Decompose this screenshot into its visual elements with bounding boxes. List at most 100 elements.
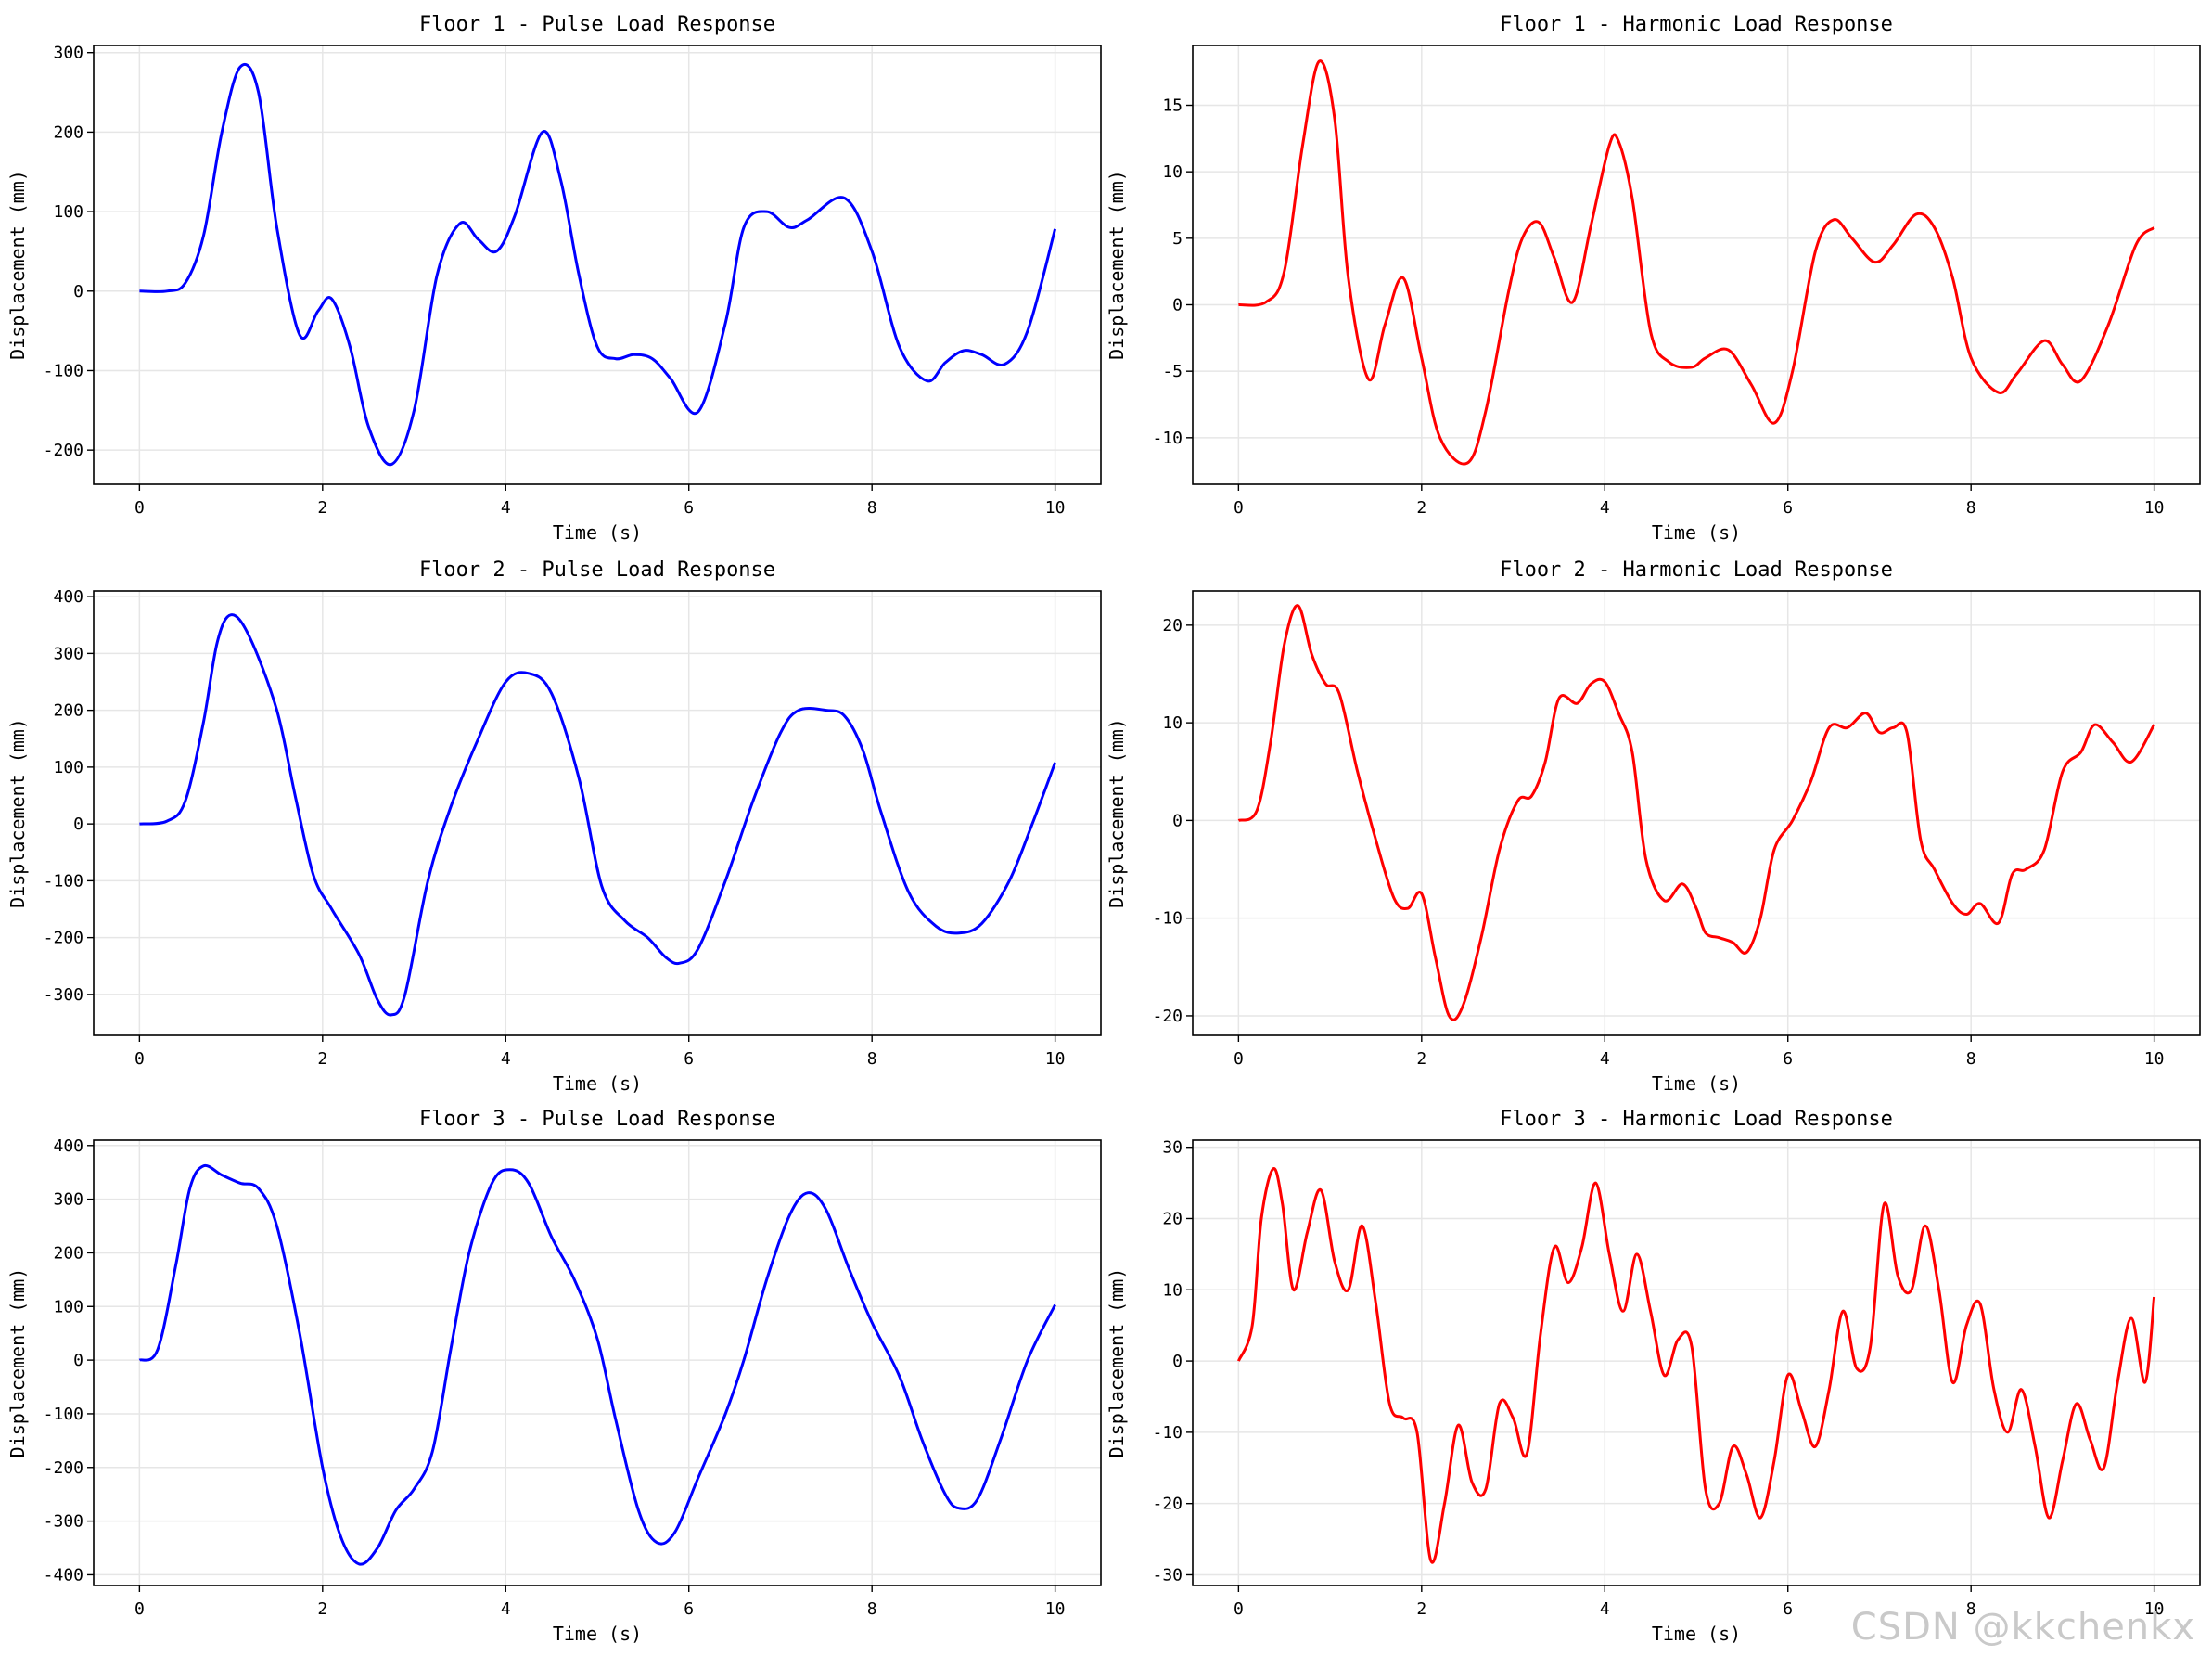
x-tick-label: 10	[1045, 498, 1066, 518]
y-tick-label: -10	[1152, 1423, 1183, 1443]
x-tick-label: 6	[684, 498, 694, 518]
y-tick-label: 10	[1162, 162, 1183, 182]
x-tick-label: 2	[1416, 1599, 1426, 1619]
y-tick-label: 100	[53, 1297, 83, 1316]
y-tick-label: -300	[44, 1512, 83, 1532]
x-tick-label: 8	[867, 1599, 877, 1619]
y-tick-label: 20	[1162, 1209, 1183, 1228]
x-tick-label: 4	[1600, 1049, 1610, 1069]
y-tick-label: 0	[73, 815, 83, 834]
y-axis-label: Displacement (mm)	[1106, 170, 1128, 360]
y-tick-label: -30	[1152, 1565, 1183, 1585]
y-axis-label: Displacement (mm)	[1106, 718, 1128, 908]
y-tick-label: 300	[53, 644, 83, 663]
series-line	[1238, 59, 2155, 466]
y-axis-label: Displacement (mm)	[6, 718, 29, 908]
y-tick-label: -100	[44, 871, 83, 891]
chart-title: Floor 3 - Harmonic Load Response	[1500, 1108, 1893, 1131]
x-tick-label: 4	[501, 498, 511, 518]
x-tick-label: 2	[317, 1049, 327, 1069]
x-axis-label: Time (s)	[1652, 1623, 1741, 1645]
chart-panel-2: 0 2 4 6 8 10 -10 -5 0 5 10 15 Floor 1 - Harmonic Loa…	[1106, 13, 2201, 544]
x-tick-label: 0	[134, 1599, 145, 1619]
y-tick-label: 100	[53, 758, 83, 777]
x-tick-label: 6	[1783, 498, 1793, 518]
x-tick-label: 2	[1416, 498, 1426, 518]
x-axis-label: Time (s)	[553, 1623, 642, 1645]
x-tick-label: 0	[1234, 1049, 1244, 1069]
y-tick-label: 300	[53, 44, 83, 63]
series-line	[139, 62, 1057, 467]
x-axis-label: Time (s)	[1652, 1072, 1741, 1095]
y-axis-label: Displacement (mm)	[6, 1268, 29, 1458]
y-tick-label: 10	[1162, 713, 1183, 733]
y-tick-label: -400	[44, 1565, 83, 1585]
x-tick-label: 6	[1783, 1599, 1793, 1619]
y-tick-label: 400	[53, 587, 83, 607]
x-tick-label: 0	[1234, 498, 1244, 518]
axes-frame	[1192, 1139, 2201, 1586]
x-tick-label: 10	[2144, 1049, 2165, 1069]
y-tick-label: 200	[53, 122, 83, 142]
y-tick-label: 0	[1172, 811, 1183, 830]
x-tick-label: 10	[1045, 1599, 1066, 1619]
x-tick-label: 8	[1966, 1049, 1976, 1069]
axes-frame	[1192, 590, 2201, 1036]
chart-panel-6: 0 2 4 6 8 10 -30 -20 -10 0 10 20 30 Floor 3 - Harmoni…	[1106, 1108, 2201, 1645]
y-tick-label: -200	[44, 1458, 83, 1478]
x-tick-label: 10	[2144, 498, 2165, 518]
axes-frame	[93, 1139, 1102, 1586]
x-tick-label: 2	[317, 498, 327, 518]
y-tick-label: -20	[1152, 1007, 1183, 1026]
x-axis-label: Time (s)	[1652, 521, 1741, 544]
chart-panel-3: 0 2 4 6 8 10 -300 -200 -100 0 100 200 300 400 Floor 2 …	[6, 558, 1102, 1095]
y-tick-label: -20	[1152, 1495, 1183, 1514]
watermark: CSDN @kkchenkx	[1850, 1606, 2195, 1649]
x-tick-label: 6	[684, 1599, 694, 1619]
y-tick-label: 0	[73, 282, 83, 302]
y-axis-label: Displacement (mm)	[1106, 1268, 1128, 1458]
y-tick-label: -10	[1152, 909, 1183, 929]
y-tick-label: -200	[44, 929, 83, 948]
y-tick-label: 200	[53, 701, 83, 721]
x-tick-label: 8	[867, 1049, 877, 1069]
x-axis-label: Time (s)	[553, 1072, 642, 1095]
x-tick-label: 10	[2144, 1599, 2165, 1619]
y-tick-label: 300	[53, 1190, 83, 1210]
chart-title: Floor 2 - Harmonic Load Response	[1500, 558, 1893, 582]
y-tick-label: -100	[44, 361, 83, 380]
x-tick-label: 4	[501, 1599, 511, 1619]
series-line	[139, 613, 1057, 1017]
x-tick-label: 4	[1600, 498, 1610, 518]
x-tick-label: 10	[1045, 1049, 1066, 1069]
chart-title: Floor 1 - Pulse Load Response	[419, 13, 775, 36]
x-tick-label: 6	[684, 1049, 694, 1069]
y-tick-label: -100	[44, 1405, 83, 1424]
y-tick-label: -10	[1152, 429, 1183, 448]
x-tick-label: 6	[1783, 1049, 1793, 1069]
y-tick-label: 20	[1162, 616, 1183, 635]
axes-frame	[93, 590, 1102, 1036]
x-tick-label: 4	[1600, 1599, 1610, 1619]
y-tick-label: 100	[53, 202, 83, 222]
x-tick-label: 8	[1966, 1599, 1976, 1619]
y-tick-label: -300	[44, 985, 83, 1005]
y-tick-label: 400	[53, 1136, 83, 1156]
y-tick-label: 10	[1162, 1280, 1183, 1300]
x-tick-label: 2	[1416, 1049, 1426, 1069]
y-tick-label: -5	[1162, 362, 1183, 381]
chart-panel-5: 0 2 4 6 8 10 -400 -300 -200 -100 0 100 200 300 400 Floo…	[6, 1108, 1102, 1645]
y-tick-label: 200	[53, 1243, 83, 1263]
chart-panel-4: 0 2 4 6 8 10 -20 -10 0 10 20 Floor 2 - Harmonic Loa…	[1106, 558, 2201, 1095]
chart-title: Floor 2 - Pulse Load Response	[419, 558, 775, 582]
axes-frame	[1192, 45, 2201, 485]
y-tick-label: -200	[44, 441, 83, 460]
y-tick-label: 15	[1162, 96, 1183, 116]
x-axis-label: Time (s)	[553, 521, 642, 544]
y-tick-label: 0	[1172, 1352, 1183, 1371]
x-tick-label: 0	[134, 1049, 145, 1069]
y-tick-label: 30	[1162, 1138, 1183, 1158]
chart-title: Floor 3 - Pulse Load Response	[419, 1108, 775, 1131]
chart-title: Floor 1 - Harmonic Load Response	[1500, 13, 1893, 36]
